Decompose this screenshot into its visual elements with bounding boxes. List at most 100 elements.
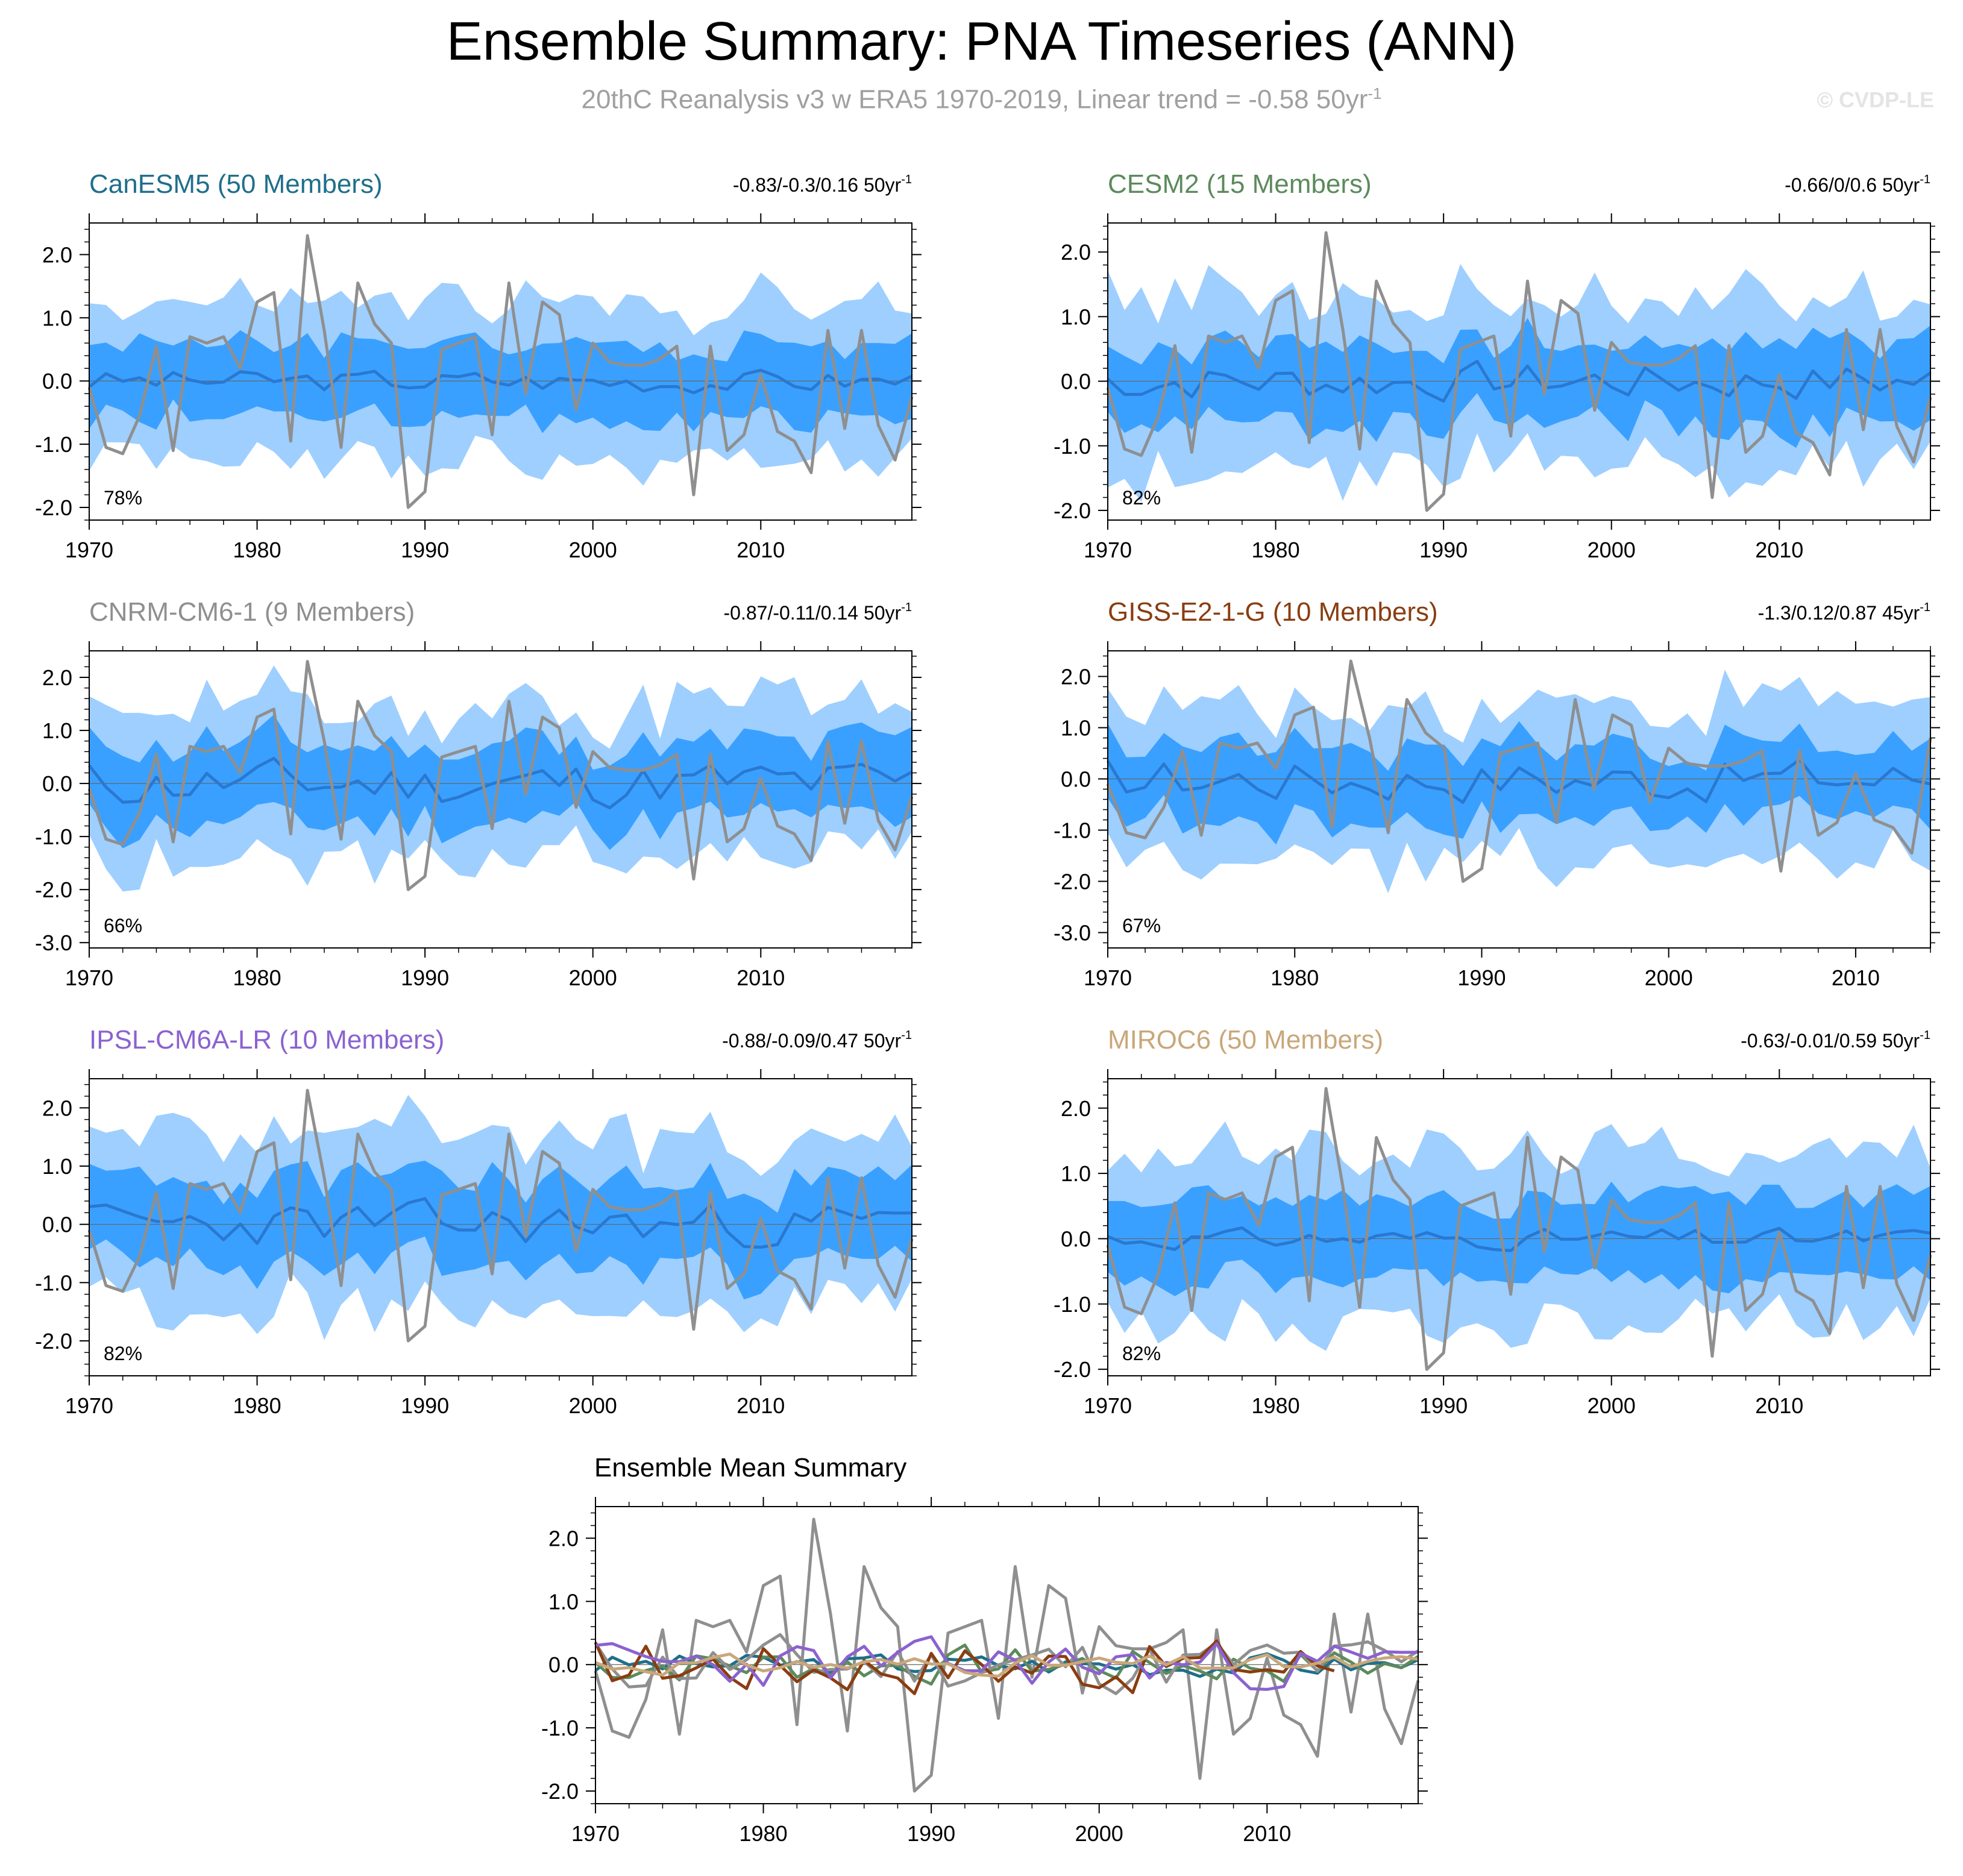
x-tick-label: 2000: [569, 965, 617, 990]
observed-line: [87, 1088, 914, 1343]
x-tick-label: 2000: [1588, 538, 1636, 562]
panel-title: CNRM-CM6-1 (9 Members): [89, 597, 415, 627]
observed-line: [594, 1517, 1420, 1793]
y-tick-label: 1.0: [1061, 1161, 1091, 1186]
chart-panel-0: 2.0 1.0 0.0 -1.0 -2.0 1970 1980 1990 2000 2010 Can…: [35, 169, 922, 562]
x-tick-label: 2000: [1645, 965, 1693, 990]
plot-frame: [89, 222, 912, 521]
chart-panel-2: 2.0 1.0 0.0 -1.0 -2.0 -3.0 1970 1980 1990 2000 201…: [35, 597, 922, 990]
y-tick-label: 2.0: [548, 1526, 579, 1551]
x-tick-label: 2000: [1588, 1393, 1636, 1418]
y-tick-label: 2.0: [42, 665, 72, 690]
panel-title: IPSL-CM6A-LR (10 Members): [89, 1025, 444, 1055]
series-line-miroc6: [595, 1652, 1419, 1678]
x-tick-label: 1980: [1252, 1393, 1300, 1418]
x-tick-label: 1990: [1457, 965, 1506, 990]
plot-frame: [89, 1078, 912, 1376]
y-tick-label: 1.0: [42, 718, 72, 743]
y-tick-label: 2.0: [42, 242, 72, 267]
plot-frame: [595, 1506, 1419, 1804]
x-tick-label: 1980: [233, 538, 281, 562]
observed-line: [1106, 1087, 1932, 1371]
y-tick-label: -1.0: [1054, 1292, 1091, 1317]
y-tick-label: 0.0: [42, 771, 72, 796]
ensemble-mean-line: [1107, 360, 1932, 403]
x-tick-label: 2000: [569, 1393, 617, 1418]
series-line-giss-e2-1-g: [594, 1639, 1335, 1695]
panel-trend-label: -0.88/-0.09/0.47 50yr-1: [722, 1029, 912, 1052]
watermark: © CVDP-LE: [1817, 87, 1934, 112]
y-tick-label: 0.0: [548, 1652, 579, 1677]
x-tick-label: 2000: [569, 538, 617, 562]
plot-frame: [1107, 1078, 1931, 1376]
x-tick-label: 1980: [740, 1821, 788, 1846]
x-tick-label: 1990: [1419, 1393, 1468, 1418]
chart-panel-3: 2.0 1.0 0.0 -1.0 -2.0 -3.0 1970 1980 1990 2000 201…: [1054, 597, 1940, 990]
panel-percent-label: 67%: [1122, 915, 1161, 936]
y-tick-label: 2.0: [1061, 665, 1091, 689]
panel-percent-label: 66%: [104, 915, 142, 936]
x-tick-label: 1980: [233, 965, 281, 990]
chart-panel-6: 2.0 1.0 0.0 -1.0 -2.0 1970 1980 1990 2000 2010 Ens…: [541, 1453, 1428, 1846]
x-tick-label: 1990: [401, 965, 449, 990]
page-title: Ensemble Summary: PNA Timeseries (ANN): [446, 11, 1517, 72]
ensemble-mean-line: [1107, 1226, 1931, 1252]
panel-percent-label: 82%: [104, 1343, 142, 1364]
x-tick-label: 2010: [1243, 1821, 1291, 1846]
x-tick-label: 1970: [571, 1821, 620, 1846]
ensemble-mean-line: [88, 368, 913, 395]
x-tick-label: 1980: [1252, 538, 1300, 562]
y-tick-label: -2.0: [35, 495, 72, 520]
y-tick-label: 0.0: [42, 369, 72, 394]
panel-trend-label: -1.3/0.12/0.87 45yr-1: [1758, 601, 1930, 624]
observed-line: [1106, 231, 1932, 512]
x-tick-label: 2010: [1755, 538, 1803, 562]
x-tick-label: 1980: [233, 1393, 281, 1418]
y-tick-label: 1.0: [1061, 716, 1091, 741]
y-tick-label: 2.0: [42, 1096, 72, 1120]
x-tick-label: 2000: [1075, 1821, 1123, 1846]
x-tick-label: 1970: [65, 1393, 113, 1418]
y-tick-label: 0.0: [1061, 369, 1091, 394]
y-tick-label: -2.0: [35, 1329, 72, 1354]
y-tick-label: -2.0: [1054, 870, 1091, 894]
y-tick-label: -1.0: [35, 432, 72, 457]
x-tick-label: 1990: [907, 1821, 955, 1846]
y-tick-label: -1.0: [35, 824, 72, 849]
ensemble-mean-line: [1106, 758, 1931, 804]
x-tick-label: 2010: [737, 538, 785, 562]
x-tick-label: 1970: [1084, 538, 1132, 562]
observed-line: [87, 660, 914, 891]
y-tick-label: -2.0: [35, 877, 72, 902]
y-tick-label: 1.0: [42, 306, 72, 330]
observed-line: [1106, 659, 1932, 883]
y-tick-label: -3.0: [1054, 921, 1091, 946]
inner-spread-band: [1108, 318, 1930, 448]
inner-spread-band: [1108, 721, 1930, 845]
y-tick-label: 0.0: [42, 1212, 72, 1237]
y-tick-label: 1.0: [1061, 304, 1091, 329]
y-tick-label: 2.0: [1061, 240, 1091, 265]
plot-frame: [89, 650, 912, 949]
x-tick-label: 1970: [65, 965, 113, 990]
x-tick-label: 1990: [401, 538, 449, 562]
observed-line: [87, 234, 914, 509]
y-tick-label: 0.0: [1061, 767, 1091, 792]
series-line-ipsl-cm6a-lr: [595, 1635, 1419, 1691]
series-line-canesm5: [594, 1652, 1419, 1678]
chart-panel-4: 2.0 1.0 0.0 -1.0 -2.0 1970 1980 1990 2000 2010 IPS…: [35, 1025, 922, 1418]
panel-title: Ensemble Mean Summary: [594, 1453, 906, 1482]
x-tick-label: 1970: [1084, 1393, 1132, 1418]
panel-trend-label: -0.83/-0.3/0.16 50yr-1: [733, 173, 912, 196]
x-tick-label: 2010: [737, 965, 785, 990]
y-tick-label: -2.0: [541, 1779, 579, 1804]
panel-percent-label: 82%: [1122, 1343, 1161, 1364]
y-tick-label: -1.0: [541, 1716, 579, 1740]
y-tick-label: -2.0: [1054, 498, 1091, 523]
ensemble-mean-line: [88, 756, 913, 809]
plot-frame: [1107, 222, 1931, 521]
y-tick-label: -3.0: [35, 930, 72, 955]
panel-title: CESM2 (15 Members): [1108, 169, 1372, 199]
panel-trend-label: -0.87/-0.11/0.14 50yr-1: [724, 601, 912, 624]
